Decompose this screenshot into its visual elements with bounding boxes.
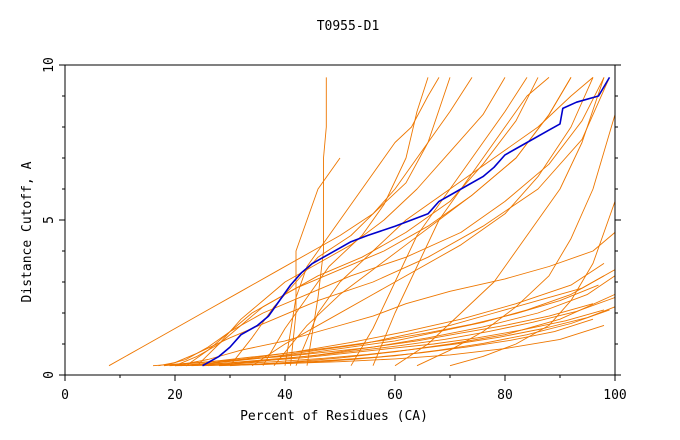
x-tick-label-60: 60 — [387, 388, 403, 403]
model-curve-10 — [158, 77, 610, 367]
x-axis-label: Percent of Residues (CA) — [240, 409, 428, 424]
y-tick-label-0: 0 — [42, 371, 57, 379]
ticks-layer: 0 20 40 60 80 100 0 5 10 — [42, 57, 627, 403]
model-curve-8 — [174, 77, 572, 367]
model-curve-14 — [174, 275, 605, 367]
x-tick-label-0: 0 — [61, 388, 69, 403]
model-curve-4 — [262, 77, 429, 366]
model-curve-1 — [306, 77, 327, 366]
model-curve-29 — [350, 77, 528, 366]
plot-frame — [64, 64, 616, 376]
x-tick-label-100: 100 — [603, 388, 626, 403]
series-layer — [108, 76, 616, 367]
model-curve-28 — [251, 77, 594, 367]
y-tick-label-5: 5 — [42, 216, 57, 224]
x-tick-label-80: 80 — [497, 388, 513, 403]
model-curve-17 — [180, 297, 616, 367]
model-curve-22 — [218, 309, 610, 367]
x-tick-label-40: 40 — [277, 388, 293, 403]
model-curve-33 — [449, 201, 616, 367]
x-tick-label-20: 20 — [167, 388, 183, 403]
model-curve-25 — [185, 263, 605, 367]
model-curve-31 — [394, 77, 605, 367]
model-curve-11 — [108, 77, 451, 367]
y-axis-label: Distance Cutoff, A — [20, 161, 35, 302]
model-curve-26 — [295, 77, 594, 366]
model-curve-3 — [284, 77, 440, 366]
model-curve-27 — [273, 77, 572, 366]
model-curve-32 — [416, 114, 616, 367]
chart-title: T0955-D1 — [317, 19, 380, 34]
model-curve-6 — [196, 77, 506, 367]
highlight-curve — [202, 76, 611, 367]
y-tick-label-10: 10 — [42, 57, 57, 73]
model-curve-12 — [174, 232, 616, 367]
model-curve-9 — [163, 77, 605, 367]
